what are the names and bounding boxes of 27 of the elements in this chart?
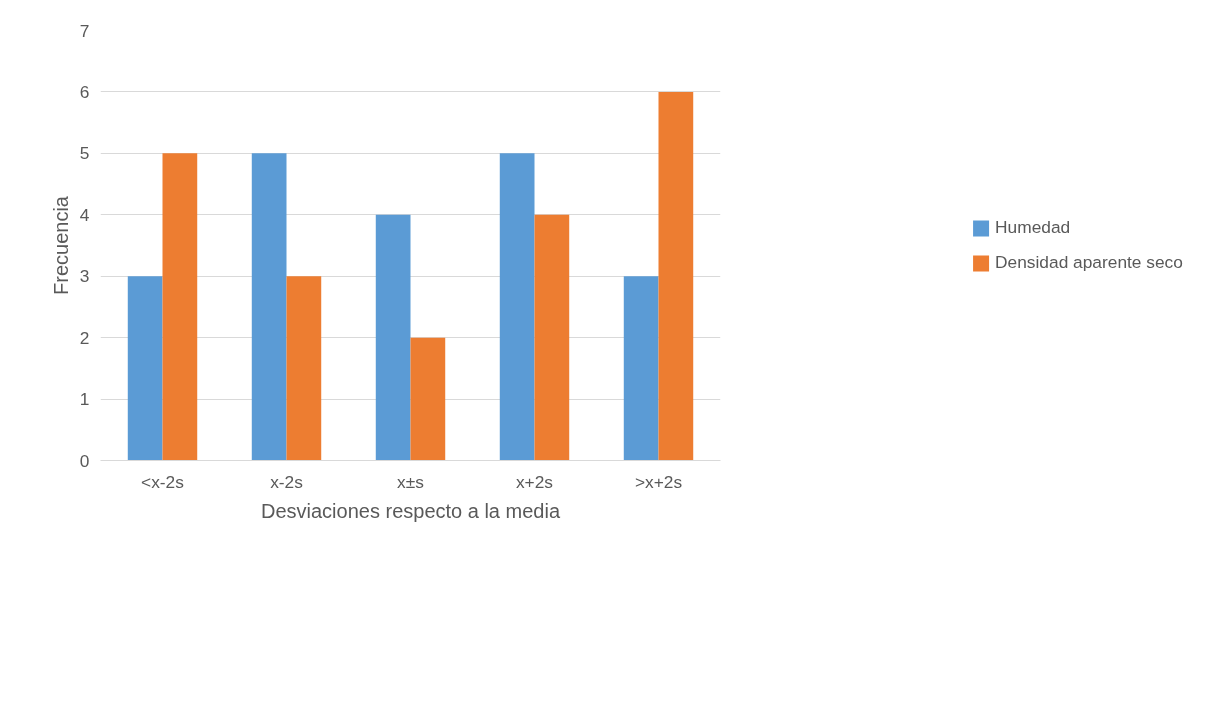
- x-tick-label: x+2s: [515, 471, 554, 492]
- legend-label: Humedad: [995, 217, 1071, 238]
- bar: [251, 153, 287, 461]
- bar: [534, 214, 570, 461]
- y-tick-label: 4: [79, 204, 90, 225]
- y-tick-label: 3: [79, 266, 90, 287]
- bar: [410, 337, 446, 461]
- y-tick-label: 0: [79, 450, 90, 471]
- bar: [286, 276, 322, 461]
- bar: [623, 276, 659, 461]
- bar: [499, 153, 535, 461]
- y-tick-label: 7: [79, 20, 90, 41]
- bar: [658, 91, 694, 461]
- bar: [375, 214, 411, 461]
- x-tick-label: >x+2s: [634, 471, 683, 492]
- x-tick-label: <x-2s: [141, 471, 185, 492]
- x-tick-label: x-2s: [270, 471, 304, 492]
- y-tick-label: 6: [79, 81, 90, 102]
- y-tick-label: 2: [79, 327, 90, 348]
- x-tick-label: x±s: [397, 471, 425, 492]
- y-axis-title: Frecuencia: [49, 195, 72, 295]
- legend-label: Densidad aparente seco: [995, 252, 1183, 273]
- bar: [127, 276, 163, 461]
- y-tick-label: 1: [79, 389, 90, 410]
- y-tick-label: 5: [79, 143, 90, 164]
- bar: [162, 153, 198, 461]
- x-axis-title: Desviaciones respecto a la media: [260, 499, 561, 522]
